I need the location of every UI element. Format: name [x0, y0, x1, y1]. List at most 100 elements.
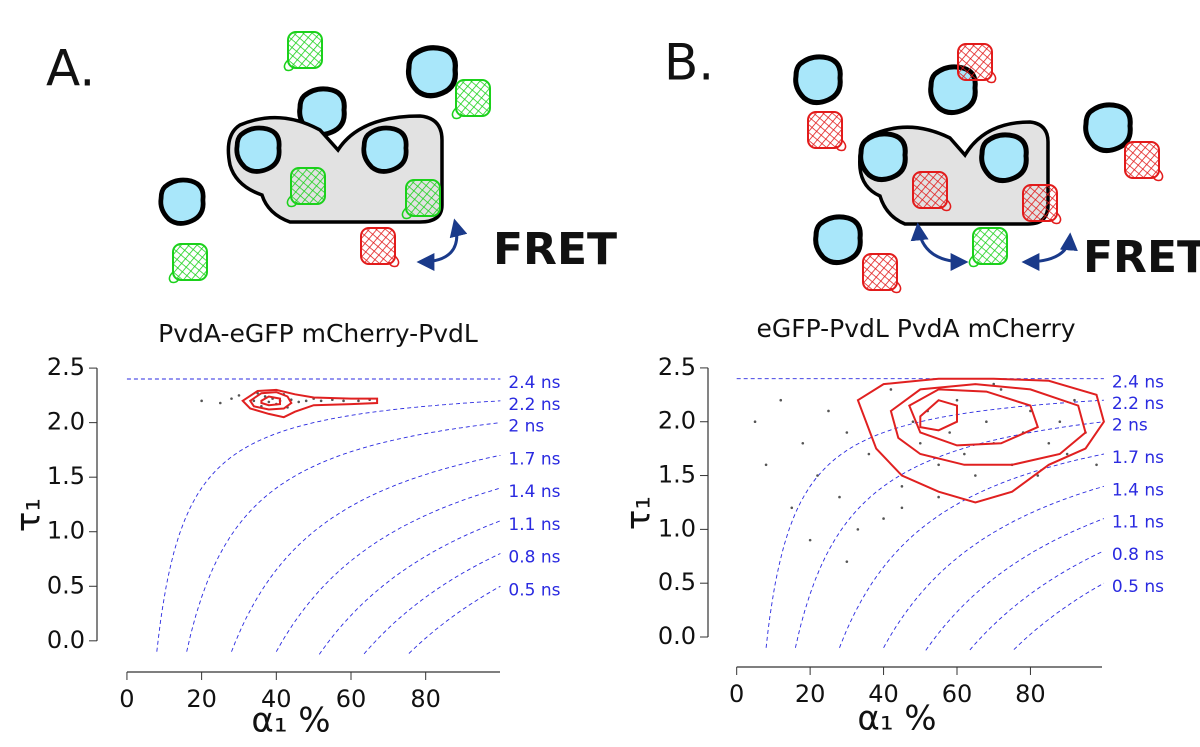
- data-point: [297, 400, 301, 404]
- iso-line: [186, 422, 501, 652]
- data-point: [1047, 441, 1051, 445]
- data-point: [304, 399, 308, 403]
- data-point: [838, 495, 841, 499]
- data-point: [900, 485, 904, 488]
- iso-label: 2.2 ns: [1112, 394, 1164, 414]
- data-point: [237, 394, 241, 397]
- data-point: [230, 397, 233, 400]
- iso-label: 1.7 ns: [508, 449, 560, 469]
- panel-label: A.: [46, 40, 95, 98]
- y-tick-label: 1.0: [658, 514, 696, 542]
- gfp: [283, 31, 323, 72]
- iso-label: 2.4 ns: [508, 373, 560, 393]
- data-point: [808, 538, 812, 542]
- density-contour: [908, 388, 1040, 447]
- density-contour: [241, 388, 379, 419]
- mcherry: [957, 43, 997, 84]
- iso-label: 0.5 ns: [1112, 577, 1164, 597]
- data-point: [911, 420, 915, 424]
- data-point: [218, 401, 222, 405]
- iso-line: [275, 487, 501, 652]
- y-tick-label: 0.0: [658, 622, 696, 650]
- x-tick-label: 60: [942, 680, 973, 708]
- data-point: [764, 463, 768, 467]
- iso-label: 1.7 ns: [1112, 448, 1164, 468]
- iso-label: 1.1 ns: [508, 515, 560, 535]
- data-point: [1095, 463, 1098, 467]
- iso-line: [969, 550, 1105, 651]
- x-tick-label: 20: [186, 685, 217, 713]
- data-point: [357, 399, 360, 403]
- y-tick-label: 2.5: [658, 353, 696, 381]
- cell: [161, 180, 203, 223]
- iso-line: [925, 518, 1105, 651]
- y-tick-label: 0.5: [658, 568, 696, 596]
- iso-line: [318, 520, 501, 655]
- data-point: [948, 431, 951, 434]
- x-tick-label: 80: [1015, 680, 1046, 708]
- data-point: [319, 399, 323, 403]
- fret-arrow: [1021, 232, 1078, 271]
- x-axis-label: α₁ %: [857, 699, 936, 739]
- data-point: [974, 474, 977, 477]
- gfp: [401, 179, 441, 220]
- fret-arrow: [416, 218, 468, 271]
- data-point: [779, 398, 783, 402]
- y-tick-label: 2.0: [658, 407, 696, 435]
- chart-title: eGFP-PvdL PvdA mCherry: [756, 314, 1075, 343]
- iso-label: 0.5 ns: [508, 580, 560, 600]
- y-axis-label: τ₁: [619, 496, 659, 530]
- data-point: [816, 474, 819, 477]
- iso-label: 1.1 ns: [1112, 513, 1164, 533]
- data-point: [845, 431, 849, 434]
- fret-label: FRET: [493, 224, 617, 275]
- mcherry: [1124, 141, 1164, 182]
- data-point: [827, 409, 830, 413]
- data-point: [845, 560, 849, 563]
- data-point: [985, 420, 988, 424]
- x-axis-label: α₁ %: [251, 701, 330, 741]
- cell: [364, 128, 406, 171]
- x-tick-label: 40: [261, 685, 292, 713]
- gfp: [451, 79, 491, 120]
- gfp: [286, 167, 326, 208]
- data-point: [992, 382, 996, 386]
- iso-label: 2.4 ns: [1112, 373, 1164, 393]
- data-point: [900, 506, 904, 510]
- data-point: [331, 398, 334, 402]
- x-tick-label: 20: [795, 680, 826, 708]
- mcherry: [862, 253, 902, 294]
- fret-arrow: [910, 222, 969, 271]
- data-point: [963, 452, 966, 456]
- data-point: [801, 441, 805, 445]
- y-tick-label: 1.5: [658, 461, 696, 489]
- x-tick-label: 40: [868, 680, 899, 708]
- iso-line: [839, 453, 1104, 648]
- data-point: [955, 398, 959, 402]
- data-point: [889, 388, 893, 391]
- iso-line: [408, 585, 501, 654]
- y-tick-label: 1.5: [47, 462, 85, 490]
- y-tick-label: 2.0: [47, 408, 85, 436]
- y-axis-label: τ₁: [9, 498, 49, 532]
- y-tick-label: 0.0: [47, 626, 85, 654]
- iso-label: 1.4 ns: [508, 482, 560, 502]
- iso-label: 2 ns: [508, 417, 544, 437]
- mcherry: [807, 111, 847, 152]
- data-point: [790, 506, 794, 510]
- iso-label: 0.8 ns: [1112, 545, 1164, 565]
- cell: [796, 57, 841, 103]
- y-tick-label: 1.0: [47, 517, 85, 545]
- iso-line: [231, 454, 501, 652]
- diagram-a: A. FRET: [46, 31, 617, 284]
- iso-line: [794, 421, 1104, 648]
- data-point: [200, 399, 203, 403]
- iso-line: [156, 400, 501, 652]
- cell: [861, 134, 906, 180]
- density-contour: [260, 395, 281, 407]
- data-point: [1065, 452, 1069, 456]
- data-point: [753, 420, 757, 424]
- cell: [816, 217, 861, 263]
- iso-line: [363, 553, 501, 655]
